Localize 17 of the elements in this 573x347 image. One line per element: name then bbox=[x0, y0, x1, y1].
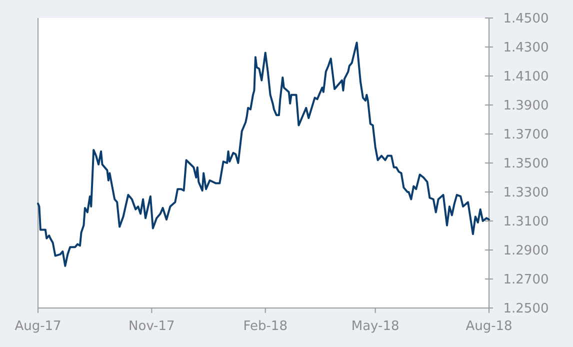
y-tick-label: 1.4300 bbox=[503, 40, 549, 56]
y-tick-label: 1.3300 bbox=[503, 186, 549, 201]
y-tick-label: 1.3100 bbox=[503, 214, 549, 230]
x-tick-label: Aug-17 bbox=[14, 319, 62, 334]
x-tick-label: Aug-18 bbox=[466, 319, 512, 334]
line-series bbox=[37, 42, 490, 267]
y-tick-label: 1.2700 bbox=[503, 272, 549, 288]
y-tick-label: 1.4500 bbox=[503, 12, 549, 27]
y-tick-label: 1.4100 bbox=[503, 70, 549, 85]
x-tick-label: Feb-18 bbox=[243, 319, 288, 334]
y-tick-label: 1.2500 bbox=[503, 302, 549, 317]
y-tick-label: 1.2900 bbox=[503, 244, 549, 259]
y-tick-label: 1.3900 bbox=[503, 98, 549, 114]
y-tick-label: 1.3500 bbox=[503, 156, 549, 172]
x-tick-label: Nov-17 bbox=[128, 319, 175, 334]
y-tick-label: 1.3700 bbox=[503, 128, 549, 143]
x-tick-label: May-18 bbox=[351, 319, 400, 334]
